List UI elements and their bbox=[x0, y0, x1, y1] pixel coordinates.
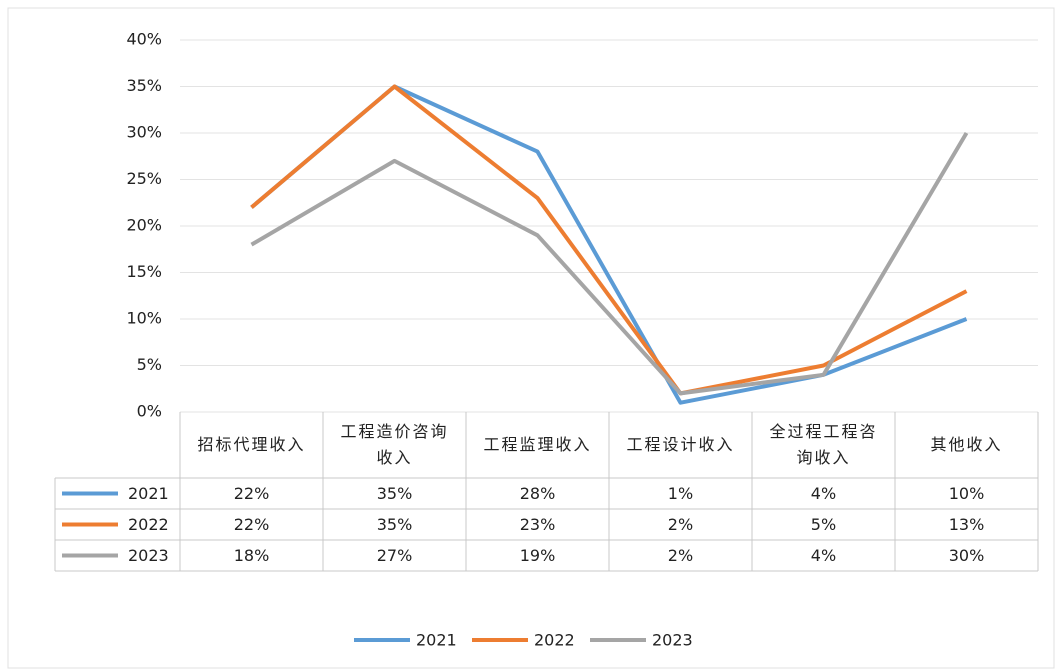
table-value: 27% bbox=[376, 546, 413, 565]
table-value: 28% bbox=[519, 484, 556, 503]
category-label: 工程监理收入 bbox=[483, 435, 592, 454]
table-value: 22% bbox=[233, 484, 270, 503]
table-series-name: 2023 bbox=[128, 546, 169, 565]
table-series-name: 2021 bbox=[128, 484, 169, 503]
table-value: 23% bbox=[519, 515, 556, 534]
table-value: 35% bbox=[376, 484, 413, 503]
y-tick-label: 30% bbox=[126, 123, 162, 142]
y-tick-label: 20% bbox=[126, 216, 162, 235]
y-tick-label: 0% bbox=[137, 402, 162, 421]
table-value: 4% bbox=[810, 484, 837, 503]
y-tick-label: 5% bbox=[137, 355, 162, 374]
legend-label: 2023 bbox=[652, 631, 693, 650]
legend-label: 2022 bbox=[534, 631, 575, 650]
table-value: 19% bbox=[519, 546, 556, 565]
series-line bbox=[250, 131, 969, 396]
table-value: 35% bbox=[376, 515, 413, 534]
y-tick-label: 35% bbox=[126, 76, 162, 95]
table-value: 10% bbox=[948, 484, 985, 503]
table-value: 13% bbox=[948, 515, 985, 534]
category-label: 全过程工程咨询收入 bbox=[769, 422, 878, 467]
category-label: 招标代理收入 bbox=[197, 435, 306, 454]
category-label: 工程设计收入 bbox=[626, 435, 735, 454]
chart-border bbox=[7, 7, 1055, 669]
table-value: 5% bbox=[810, 515, 837, 534]
series-line bbox=[250, 84, 968, 396]
table-series-name: 2022 bbox=[128, 515, 169, 534]
y-tick-label: 15% bbox=[126, 262, 162, 281]
y-tick-label: 10% bbox=[126, 309, 162, 328]
table-value: 22% bbox=[233, 515, 270, 534]
category-label: 其他收入 bbox=[930, 435, 1003, 454]
category-label: 工程造价咨询收入 bbox=[340, 422, 449, 467]
table-value: 30% bbox=[948, 546, 985, 565]
table-value: 18% bbox=[233, 546, 270, 565]
table-value: 2% bbox=[667, 546, 694, 565]
y-tick-label: 40% bbox=[126, 30, 162, 49]
y-tick-label: 25% bbox=[126, 169, 162, 188]
legend-label: 2021 bbox=[416, 631, 457, 650]
table-value: 1% bbox=[667, 484, 694, 503]
series-line bbox=[250, 84, 968, 405]
table-value: 2% bbox=[667, 515, 694, 534]
table-value: 4% bbox=[810, 546, 837, 565]
